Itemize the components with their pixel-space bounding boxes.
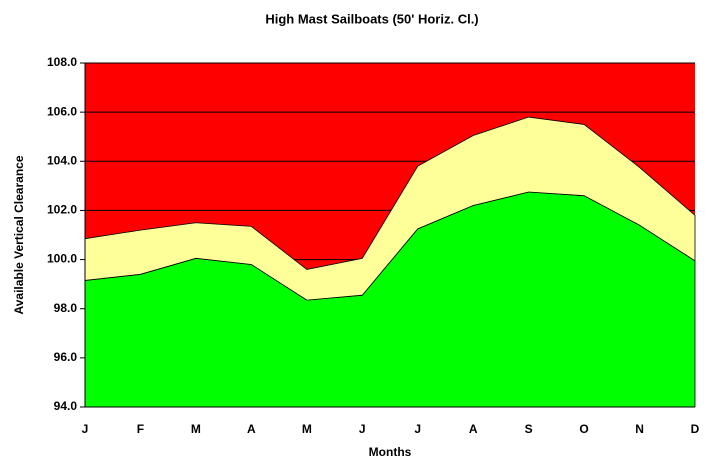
x-tick-label: S xyxy=(525,422,533,436)
chart-title: High Mast Sailboats (50' Horiz. Cl.) xyxy=(265,11,478,26)
x-tick-label: J xyxy=(414,422,421,436)
x-tick-label: A xyxy=(469,422,478,436)
x-tick-label: J xyxy=(359,422,366,436)
x-tick-label: J xyxy=(82,422,89,436)
x-tick-label: A xyxy=(247,422,256,436)
y-axis-label: Available Vertical Clearance xyxy=(12,155,26,314)
x-tick-label: M xyxy=(191,422,201,436)
y-tick-label: 96.0 xyxy=(54,350,78,364)
y-tick-label: 102.0 xyxy=(47,203,77,217)
x-tick-label: N xyxy=(635,422,644,436)
x-tick-label: D xyxy=(691,422,700,436)
x-tick-label: O xyxy=(579,422,588,436)
y-tick-label: 108.0 xyxy=(47,55,77,69)
y-tick-label: 94.0 xyxy=(54,399,78,413)
y-tick-label: 100.0 xyxy=(47,252,77,266)
area xyxy=(84,116,696,301)
x-tick-label: M xyxy=(302,422,312,436)
y-tick-label: 104.0 xyxy=(47,153,77,167)
x-tick-label: F xyxy=(137,422,144,436)
x-axis-label: Months xyxy=(369,445,412,459)
y-tick-label: 106.0 xyxy=(47,104,77,118)
y-tick-label: 98.0 xyxy=(54,301,78,315)
